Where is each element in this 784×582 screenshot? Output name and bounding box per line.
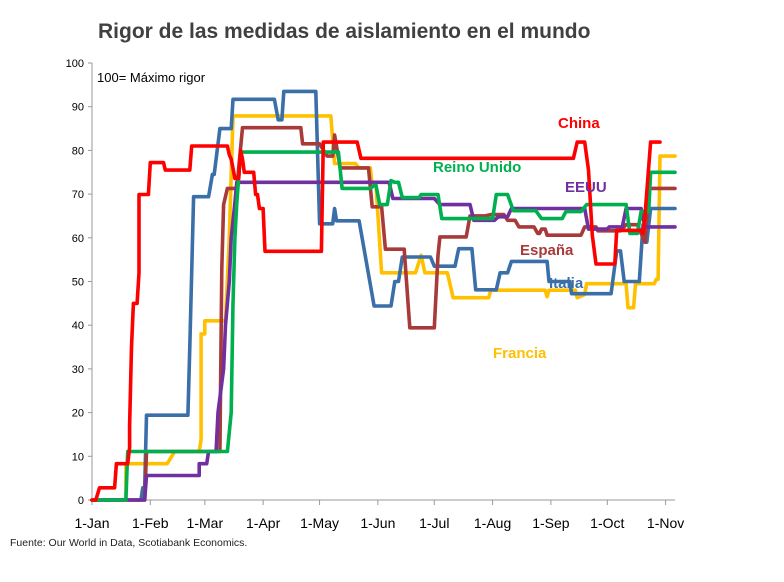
x-tick-label: 1-Oct [590, 515, 624, 531]
y-tick-label: 50 [72, 277, 84, 289]
y-tick-label: 30 [72, 364, 84, 376]
y-tick-label: 10 [72, 451, 84, 463]
source-note: Fuente: Our World in Data, Scotiabank Ec… [10, 537, 248, 549]
y-tick-label: 100 [66, 58, 84, 70]
series-layer [90, 89, 677, 502]
chart-title: Rigor de las medidas de aislamiento en e… [98, 20, 591, 43]
y-tick-label: 20 [72, 408, 84, 420]
x-tick-label: 1-May [300, 515, 339, 531]
x-tick-label: 1-Mar [187, 515, 224, 531]
annotation-max-rigor: 100= Máximo rigor [97, 70, 206, 85]
x-tick-label: 1-Sep [532, 515, 570, 531]
x-tick-label: 1-Jan [74, 515, 109, 531]
series-line-china [90, 140, 662, 502]
y-tick-label: 70 [72, 189, 84, 201]
y-tick-label: 60 [72, 233, 84, 245]
x-tick-label: 1-Apr [246, 515, 281, 531]
series-line-reino-unido [90, 150, 677, 502]
y-tick-label: 40 [72, 320, 84, 332]
x-tick-label: 1-Jul [419, 515, 449, 531]
y-tick-label: 90 [72, 102, 84, 114]
x-tick-label: 1-Feb [132, 515, 169, 531]
label-reino-unido: Reino Unido [433, 159, 521, 176]
label-china: China [558, 115, 600, 132]
y-tick-label: 80 [72, 145, 84, 157]
x-tick-label: 1-Nov [647, 515, 684, 531]
label-italia: Italia [549, 275, 584, 292]
line-chart: 0 10 20 30 40 50 60 70 80 90 100 1-Jan 1-Feb 1-Mar 1-A… [66, 58, 685, 531]
label-eeuu: EEUU [565, 179, 607, 196]
label-francia: Francia [493, 345, 547, 362]
series-line-francia [90, 114, 677, 502]
label-espana: España [520, 242, 574, 259]
y-tick-label: 0 [78, 495, 84, 507]
x-tick-label: 1-Aug [474, 515, 511, 531]
series-line-italia [90, 89, 677, 502]
x-tick-label: 1-Jun [360, 515, 395, 531]
axes: 0 10 20 30 40 50 60 70 80 90 100 1-Jan 1-Feb 1-Mar 1-A… [66, 58, 685, 531]
